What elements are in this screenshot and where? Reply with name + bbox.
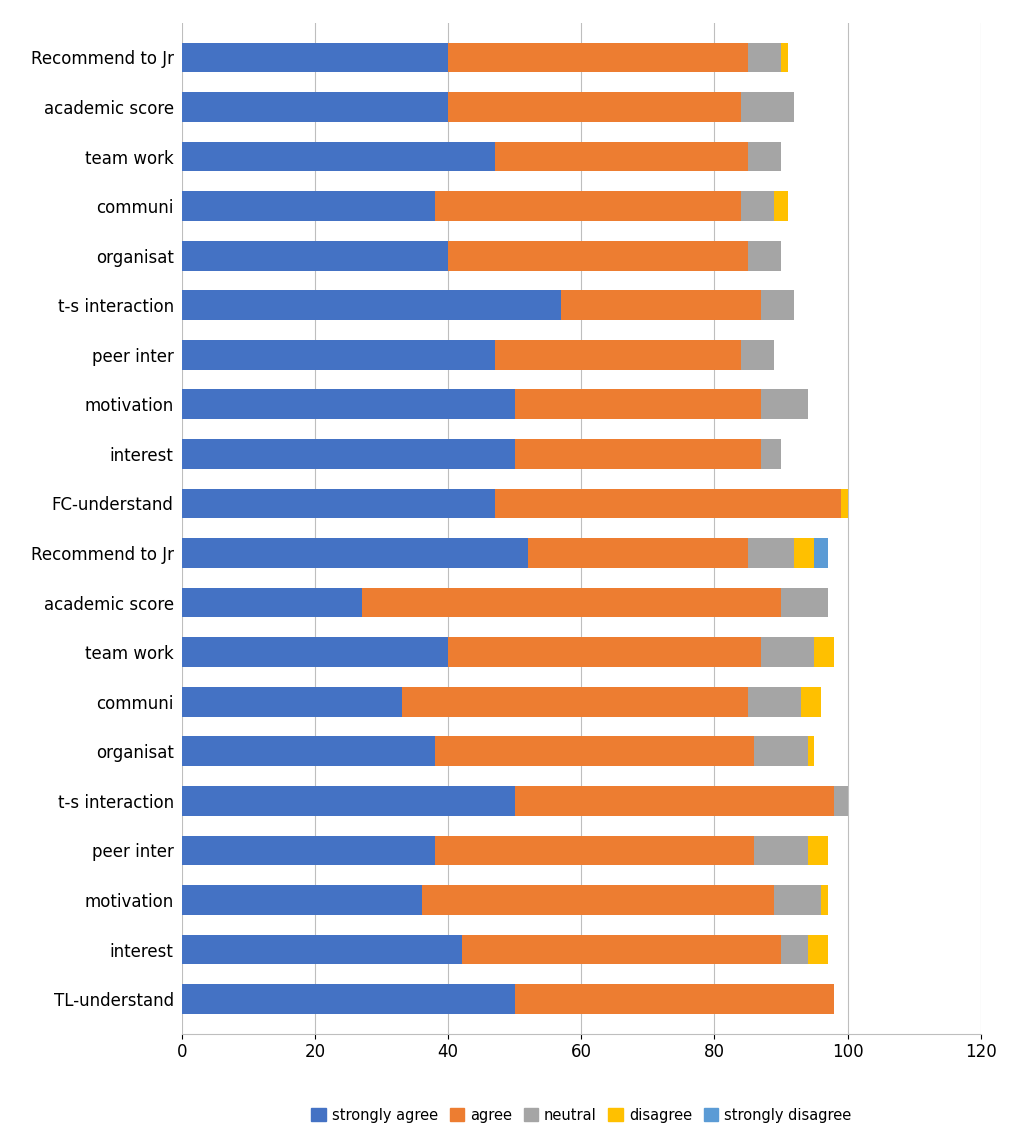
Bar (841, 488, 847, 518)
Bar (754, 835, 808, 866)
Bar (182, 488, 494, 518)
Bar (515, 438, 761, 469)
Bar (182, 538, 528, 568)
Bar (401, 687, 748, 717)
Bar (774, 191, 788, 222)
Bar (761, 291, 795, 320)
Bar (494, 488, 841, 518)
Bar (494, 142, 748, 172)
Legend: strongly agree, agree, neutral, disagree, strongly disagree: strongly agree, agree, neutral, disagree… (305, 1102, 857, 1128)
Bar (748, 42, 780, 73)
Bar (748, 241, 780, 270)
Bar (182, 390, 515, 419)
Bar (515, 984, 834, 1014)
Bar (808, 935, 828, 964)
Bar (748, 142, 780, 172)
Bar (761, 637, 814, 667)
Bar (780, 587, 828, 618)
Bar (780, 42, 788, 73)
Bar (528, 538, 748, 568)
Bar (821, 885, 828, 914)
Bar (182, 786, 515, 816)
Bar (182, 241, 448, 270)
Bar (754, 736, 808, 766)
Bar (448, 42, 748, 73)
Bar (741, 340, 774, 369)
Bar (801, 687, 821, 717)
Bar (448, 92, 741, 122)
Bar (182, 736, 435, 766)
Bar (182, 984, 515, 1014)
Bar (780, 935, 808, 964)
Bar (182, 42, 448, 73)
Bar (182, 438, 515, 469)
Bar (182, 637, 448, 667)
Bar (808, 835, 828, 866)
Bar (515, 786, 834, 816)
Bar (182, 340, 494, 369)
Bar (814, 637, 834, 667)
Bar (814, 538, 828, 568)
Bar (362, 587, 780, 618)
Bar (422, 885, 774, 914)
Bar (748, 687, 801, 717)
Bar (182, 191, 435, 222)
Bar (435, 736, 754, 766)
Bar (448, 241, 748, 270)
Bar (182, 587, 362, 618)
Bar (182, 291, 561, 320)
Bar (494, 340, 741, 369)
Bar (448, 637, 761, 667)
Bar (182, 142, 494, 172)
Bar (461, 935, 780, 964)
Bar (182, 885, 422, 914)
Bar (741, 92, 795, 122)
Bar (182, 92, 448, 122)
Bar (761, 438, 780, 469)
Bar (741, 191, 774, 222)
Bar (182, 935, 461, 964)
Bar (761, 390, 808, 419)
Bar (748, 538, 795, 568)
Bar (182, 687, 401, 717)
Bar (808, 736, 814, 766)
Bar (435, 191, 741, 222)
Bar (795, 538, 814, 568)
Bar (774, 885, 821, 914)
Bar (561, 291, 761, 320)
Bar (435, 835, 754, 866)
Bar (182, 835, 435, 866)
Bar (515, 390, 761, 419)
Bar (834, 786, 847, 816)
